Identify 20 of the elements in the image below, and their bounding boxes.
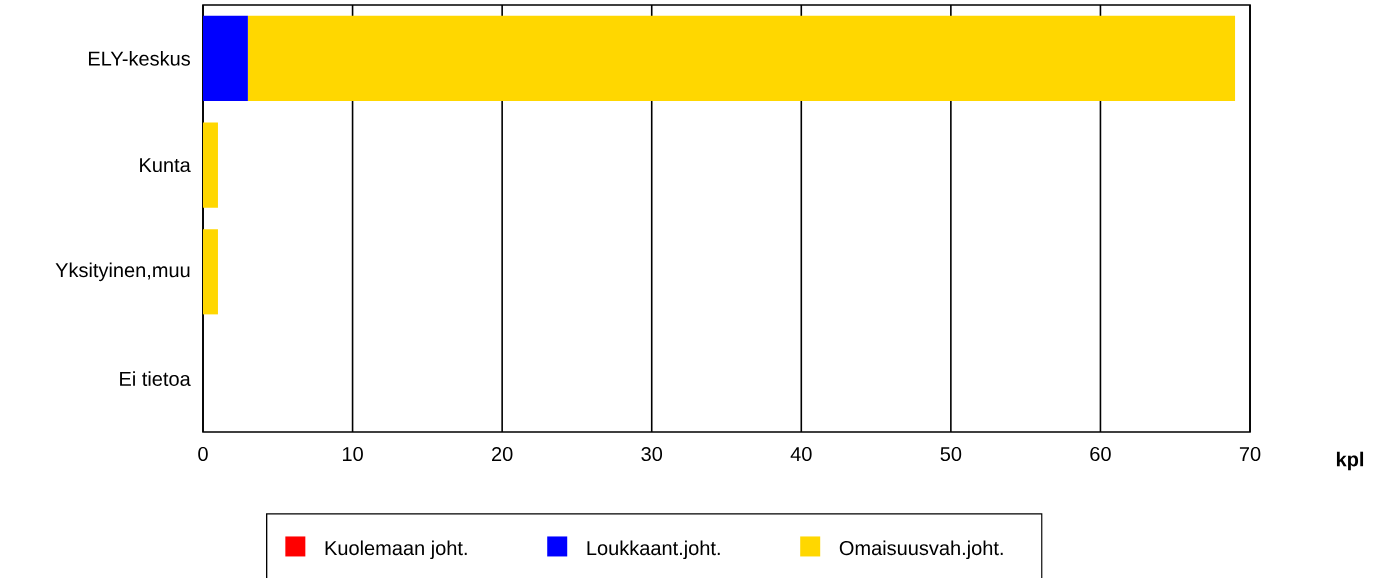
y-tick-label: Yksityinen,muu [55, 262, 190, 282]
x-tick-label: 70 [1239, 446, 1261, 462]
y-tick-label: Ei tietoa [120, 371, 191, 386]
y-tick-label: Kunta [140, 158, 191, 173]
bar [203, 229, 218, 315]
bar [203, 15, 248, 102]
legend-label: Kuolemaan joht. [325, 540, 467, 560]
legend-label: Omaisuusvah.joht. [839, 540, 1003, 560]
y-tick-label: ELY-keskus [88, 51, 190, 66]
x-axis-title: kpl [1336, 451, 1364, 471]
x-tick-label: 10 [342, 446, 363, 462]
x-tick-label: 30 [641, 446, 663, 462]
bar [203, 122, 218, 208]
x-tick-label: 0 [198, 446, 208, 462]
bar [247, 15, 1236, 102]
x-tick-label: 40 [790, 446, 812, 462]
x-tick-label: 50 [940, 446, 962, 462]
x-tick-label: 20 [492, 446, 513, 462]
x-tick-label: 60 [1090, 446, 1111, 462]
legend-label: Loukkaant.joht. [587, 540, 720, 560]
